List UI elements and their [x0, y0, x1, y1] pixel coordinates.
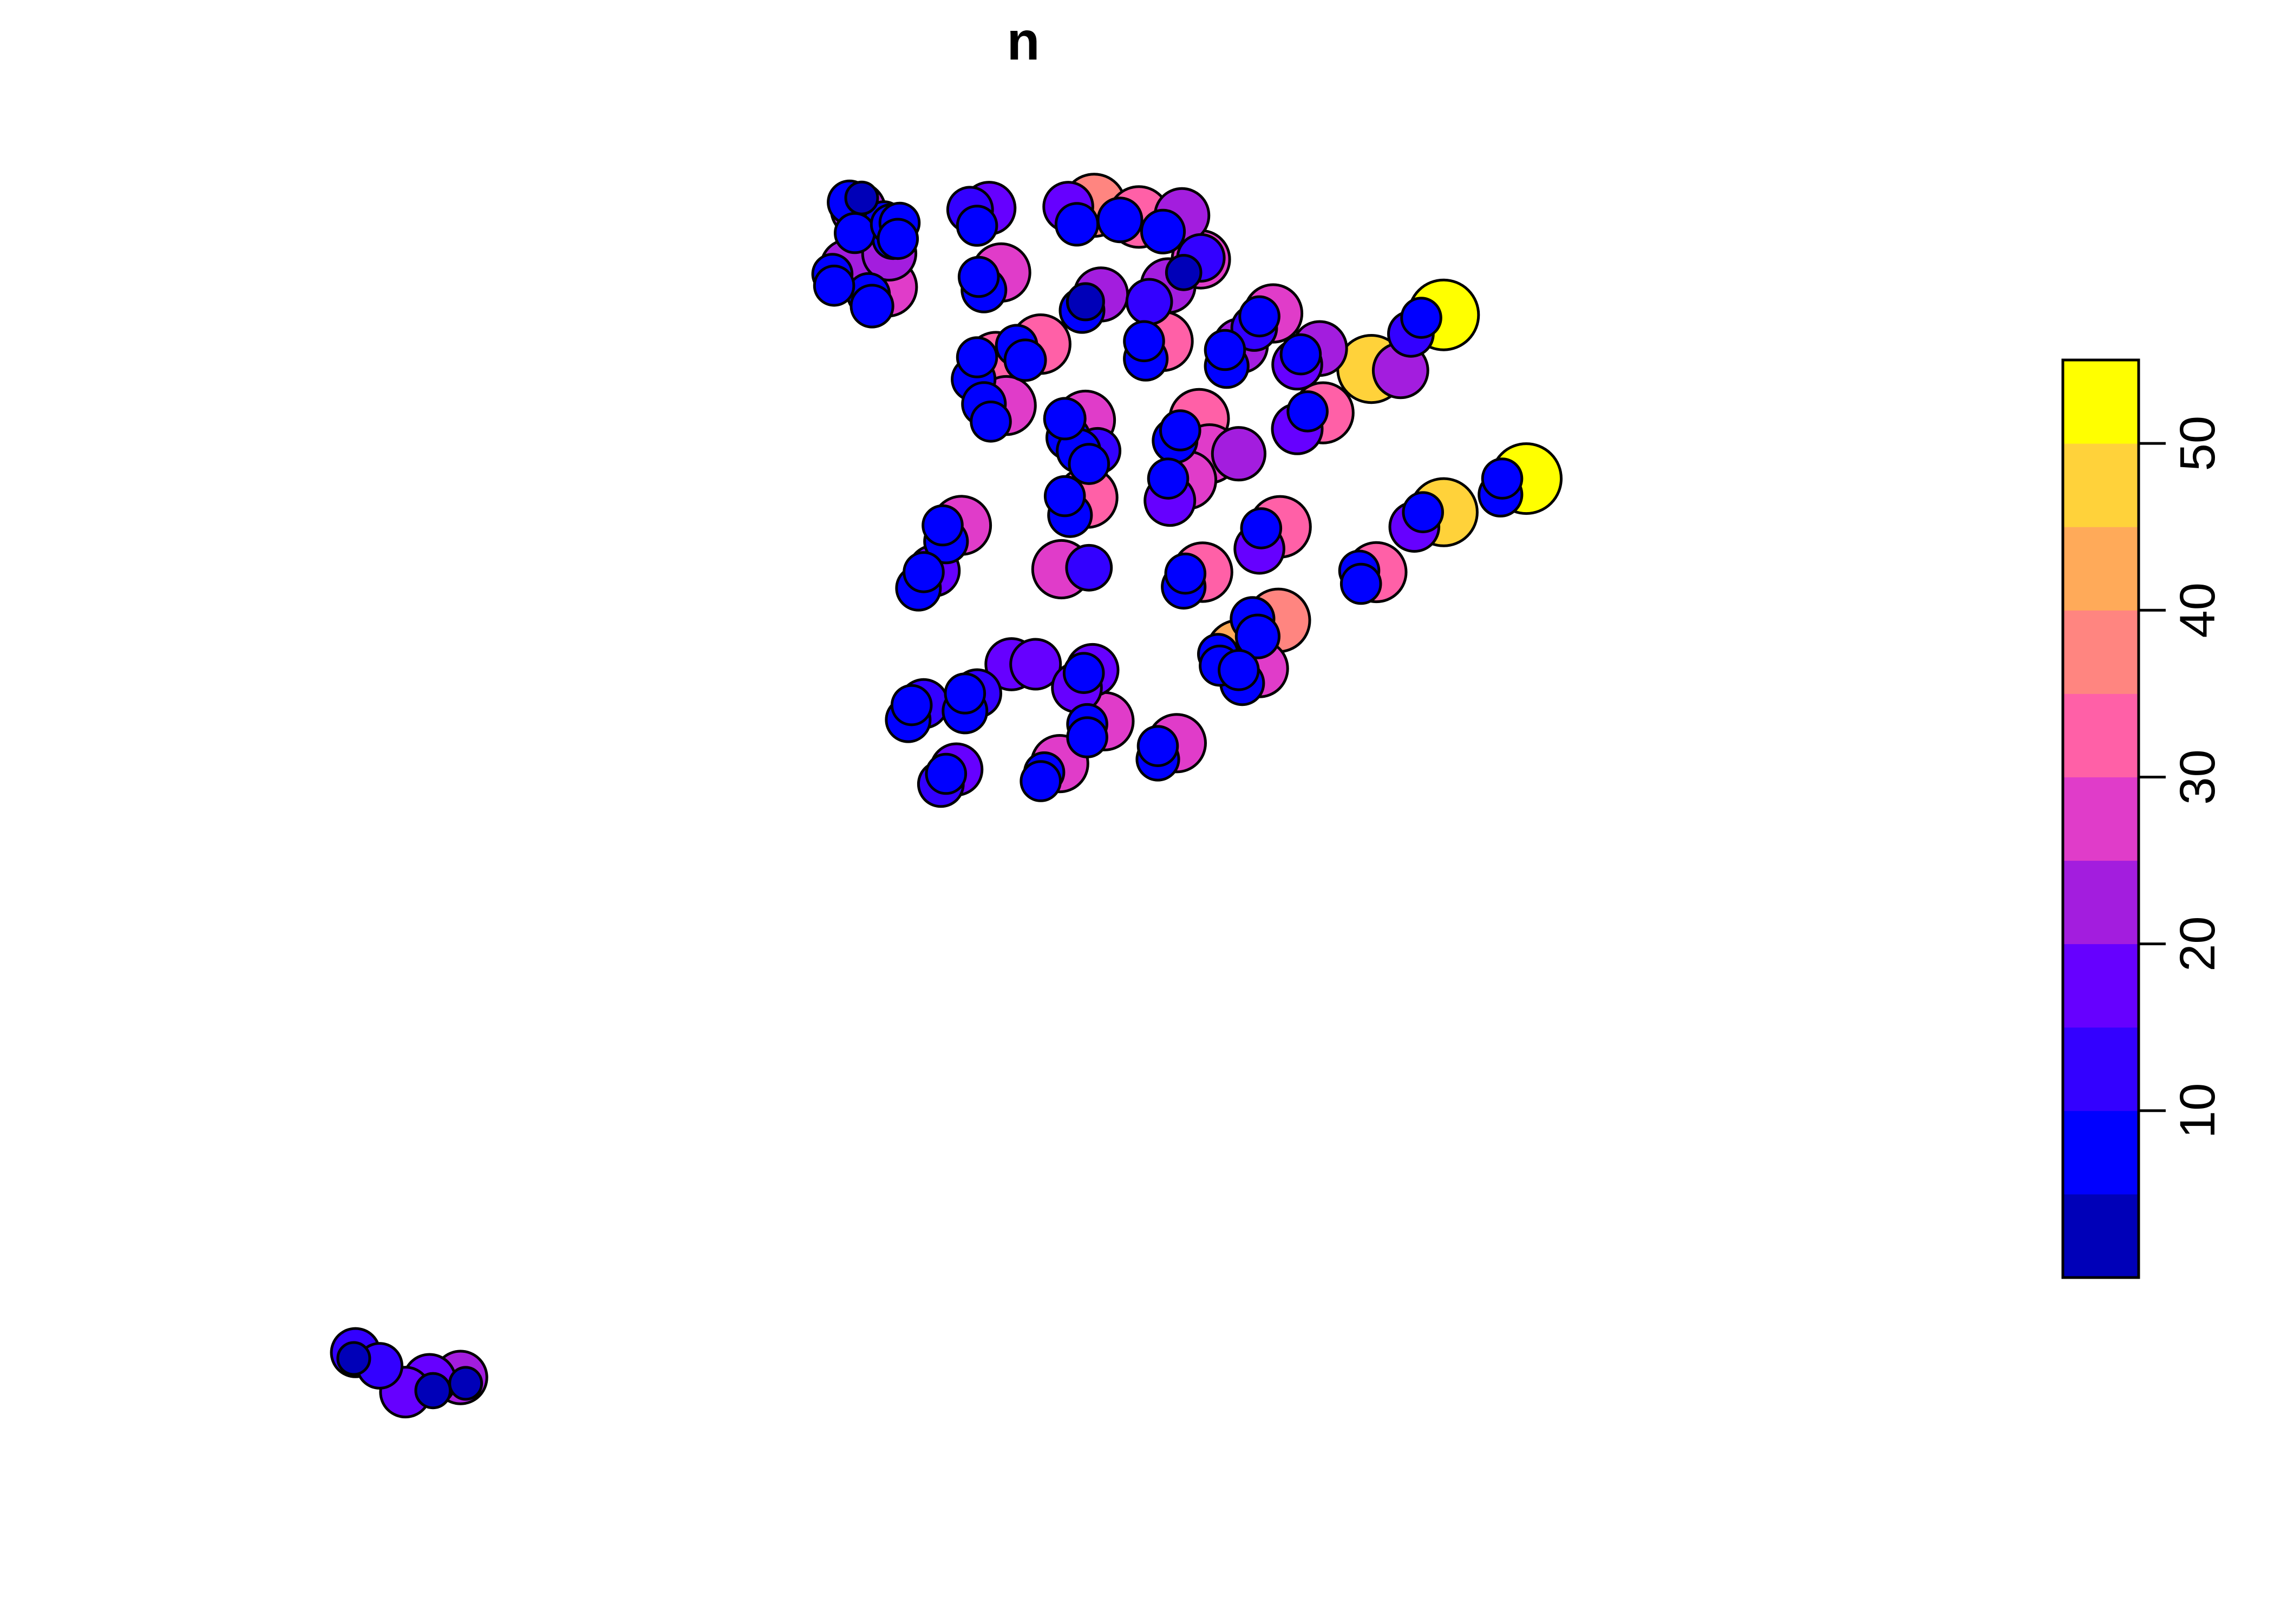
- data-point-131: [944, 672, 986, 715]
- legend-swatch-5: [2063, 777, 2139, 861]
- points-layer: [330, 173, 1563, 1419]
- data-point-38: [1165, 254, 1203, 291]
- data-point-49: [1003, 338, 1047, 382]
- data-point-82: [1286, 390, 1329, 433]
- legend-tick-label-30: 30: [2170, 749, 2225, 804]
- data-point-23: [877, 218, 919, 260]
- chart-title: n: [1007, 11, 1040, 71]
- data-point-17: [813, 264, 855, 307]
- data-point-97: [922, 504, 964, 547]
- legend-swatch-4: [2063, 860, 2139, 945]
- data-point-104: [1065, 543, 1113, 592]
- data-point-75: [1068, 443, 1110, 485]
- legend-tick-label-10: 10: [2170, 1083, 2225, 1138]
- data-point-54: [1123, 320, 1165, 363]
- legend-swatch-6: [2063, 693, 2139, 777]
- legend-tick-label-20: 20: [2170, 916, 2225, 971]
- color-legend: 10 20 30 40 50: [2061, 358, 2225, 1279]
- data-point-77: [1159, 409, 1201, 451]
- data-point-71: [1043, 397, 1087, 441]
- data-point-9: [844, 180, 879, 215]
- data-point-45: [956, 336, 998, 378]
- data-point-135: [1066, 716, 1108, 758]
- data-point-63: [1279, 333, 1322, 376]
- legend-swatch-0: [2063, 1194, 2139, 1278]
- data-point-124: [1009, 638, 1062, 691]
- data-point-28: [1054, 202, 1100, 247]
- data-point-20: [850, 284, 894, 329]
- data-point-5: [414, 1372, 452, 1410]
- data-point-88: [1043, 475, 1086, 518]
- data-point-34: [957, 256, 1000, 298]
- legend-swatch-8: [2063, 527, 2139, 611]
- legend-swatch-3: [2063, 944, 2139, 1028]
- data-point-7: [448, 1366, 483, 1401]
- legend-swatch-9: [2063, 443, 2139, 527]
- data-point-40: [1125, 278, 1173, 326]
- data-point-105: [1164, 552, 1207, 595]
- data-point-115: [1234, 613, 1280, 659]
- data-point-143: [1136, 725, 1179, 767]
- data-point-52: [970, 401, 1012, 443]
- data-point-57: [1204, 329, 1246, 371]
- data-point-14: [834, 212, 876, 254]
- data-point-108: [1240, 507, 1283, 549]
- data-point-43: [1066, 282, 1105, 322]
- data-point-68: [1400, 297, 1442, 339]
- legend-tick-label-50: 50: [2170, 416, 2225, 471]
- data-point-32: [1140, 208, 1186, 254]
- data-point-2: [336, 1341, 371, 1376]
- data-point-30: [1096, 197, 1143, 244]
- legend-swatch-10: [2063, 360, 2139, 444]
- data-point-100: [903, 551, 945, 593]
- legend-swatch-2: [2063, 1027, 2139, 1111]
- data-point-137: [925, 752, 968, 795]
- legend-swatch-1: [2063, 1110, 2139, 1195]
- data-point-25: [956, 205, 998, 247]
- legend-frame: [2061, 358, 2140, 1279]
- legend-swatch-7: [2063, 610, 2139, 694]
- data-point-85: [1147, 457, 1190, 500]
- legend-tick-label-40: 40: [2170, 582, 2225, 638]
- data-point-120: [1218, 649, 1260, 691]
- data-point-60: [1238, 295, 1280, 338]
- data-point-81: [1211, 426, 1266, 482]
- data-point-112: [1339, 562, 1382, 605]
- data-point-125: [1062, 652, 1105, 694]
- data-point-128: [890, 684, 933, 726]
- data-point-94: [1402, 491, 1444, 534]
- data-point-91: [1481, 457, 1524, 500]
- data-point-141: [1020, 760, 1062, 802]
